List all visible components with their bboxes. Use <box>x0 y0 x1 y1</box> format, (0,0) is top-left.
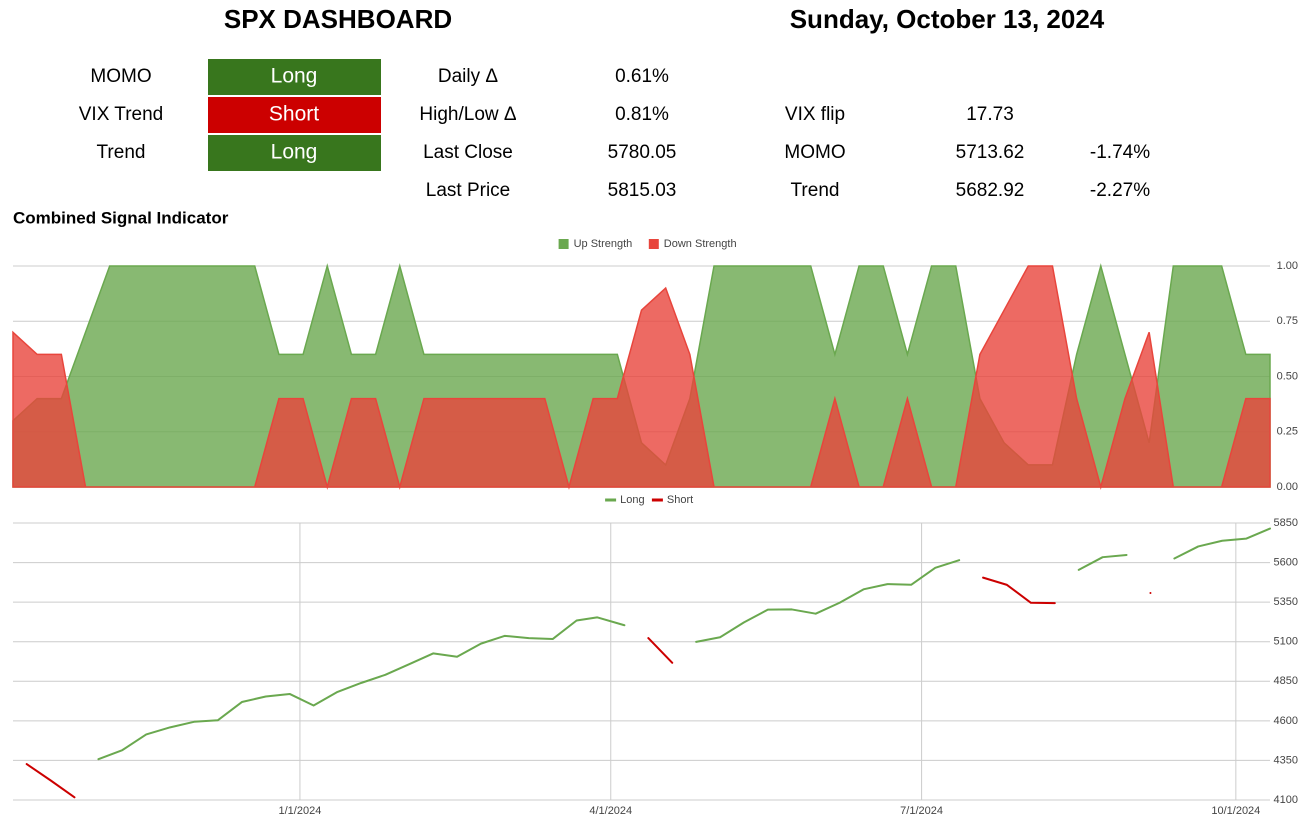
level-change: -1.74% <box>1090 142 1150 163</box>
y-tick-label: 0.25 <box>1277 426 1298 438</box>
stat-label: Last Price <box>426 180 510 201</box>
y-tick-label: 5100 <box>1274 636 1298 648</box>
y-tick-label: 5600 <box>1274 556 1298 568</box>
chart-title: Combined Signal Indicator <box>13 208 229 227</box>
level-value: 5682.92 <box>956 180 1025 201</box>
legend-swatch <box>558 239 569 249</box>
signal-box <box>208 135 381 171</box>
level-value: 17.73 <box>966 104 1014 125</box>
legend-label: Up Strength <box>574 238 633 250</box>
stat-value: 0.81% <box>615 104 669 125</box>
stat-label: Last Close <box>423 142 513 163</box>
y-tick-label: 1.00 <box>1277 260 1298 272</box>
y-tick-label: 4850 <box>1274 675 1298 687</box>
level-label: MOMO <box>784 142 845 163</box>
dashboard-date: Sunday, October 13, 2024 <box>790 4 1105 34</box>
signal-state: Long <box>271 141 318 164</box>
level-change: -2.27% <box>1090 180 1150 201</box>
stat-value: 0.61% <box>615 66 669 87</box>
legend-label: Long <box>620 494 644 506</box>
signal-label: Trend <box>97 142 146 163</box>
legend-swatch <box>648 239 659 249</box>
line <box>25 576 1152 799</box>
x-tick-label: 7/1/2024 <box>900 805 943 817</box>
x-tick-label: 4/1/2024 <box>589 805 632 817</box>
area <box>12 265 1271 490</box>
y-tick-label: 0.75 <box>1277 315 1298 327</box>
y-tick-label: 4100 <box>1274 794 1298 806</box>
x-tick-label: 10/1/2024 <box>1211 805 1260 817</box>
y-tick-label: 5350 <box>1274 596 1298 608</box>
level-value: 5713.62 <box>956 142 1025 163</box>
line <box>97 527 1271 761</box>
level-label: Trend <box>791 180 840 201</box>
stat-label: High/Low Δ <box>419 104 516 125</box>
y-tick-label: 5850 <box>1274 517 1298 529</box>
dashboard-title: SPX DASHBOARD <box>224 4 452 34</box>
signal-label: MOMO <box>90 66 151 87</box>
stat-value: 5780.05 <box>608 142 677 163</box>
stat-label: Daily Δ <box>438 66 499 87</box>
signal-box <box>208 59 381 95</box>
signal-box <box>208 97 381 133</box>
x-tick-label: 1/1/2024 <box>279 805 322 817</box>
legend-label: Short <box>667 494 693 506</box>
y-tick-label: 4600 <box>1274 715 1298 727</box>
level-label: VIX flip <box>785 104 845 125</box>
legend-label: Down Strength <box>664 238 737 250</box>
signal-state: Short <box>269 103 319 126</box>
stat-value: 5815.03 <box>608 180 677 201</box>
signal-label: VIX Trend <box>79 104 164 125</box>
signal-state: Long <box>271 65 318 88</box>
y-tick-label: 0.00 <box>1277 481 1298 493</box>
y-tick-label: 4350 <box>1274 754 1298 766</box>
y-tick-label: 0.50 <box>1277 370 1298 382</box>
